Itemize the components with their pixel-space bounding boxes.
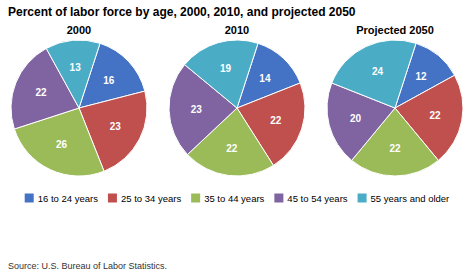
data-label: 19 — [220, 63, 232, 74]
legend-label: 16 to 24 years — [38, 193, 98, 204]
data-label: 24 — [372, 66, 384, 77]
data-label: 20 — [350, 113, 362, 124]
pie: Projected 2050 12 22 22 20 24 — [327, 24, 463, 176]
chart: Percent of labor force by age, 2000, 201… — [0, 0, 474, 277]
legend: 16 to 24 years 25 to 34 years 35 to 44 yea… — [25, 193, 450, 204]
legend-label: 35 to 44 years — [204, 193, 264, 204]
title: Percent of labor force by age, 2000, 201… — [8, 5, 356, 19]
data-label: 22 — [389, 143, 401, 154]
data-label: 22 — [430, 110, 442, 121]
legend-label: 25 to 34 years — [121, 193, 181, 204]
legend-label: 55 years and older — [371, 193, 450, 204]
data-label: 22 — [270, 115, 282, 126]
pie-slice — [185, 40, 258, 108]
annotation: Source: U.S. Bureau of Labor Statistics. — [8, 261, 167, 271]
data-label: 23 — [110, 121, 122, 132]
data-label: 22 — [36, 87, 48, 98]
legend-label: 45 to 54 years — [287, 193, 347, 204]
data-label: 16 — [103, 75, 115, 86]
pie: 2010 14 22 22 23 19 — [169, 24, 305, 176]
legend-swatch — [108, 194, 117, 203]
legend-swatch — [274, 194, 283, 203]
legend-swatch — [191, 194, 200, 203]
data-label: 23 — [191, 104, 203, 115]
pie-title: Projected 2050 — [356, 24, 434, 36]
data-label: 13 — [70, 62, 82, 73]
pie-slice — [332, 40, 416, 108]
pie-title: 2010 — [225, 24, 249, 36]
data-label: 22 — [226, 143, 238, 154]
pie: 2000 16 23 26 22 13 — [11, 24, 147, 176]
data-label: 14 — [259, 73, 271, 84]
pie-title: 2000 — [67, 24, 91, 36]
background — [0, 0, 474, 277]
legend-swatch — [25, 194, 34, 203]
pie-slice — [46, 40, 100, 108]
data-label: 12 — [415, 71, 427, 82]
data-label: 26 — [56, 139, 68, 150]
legend-swatch — [358, 194, 367, 203]
